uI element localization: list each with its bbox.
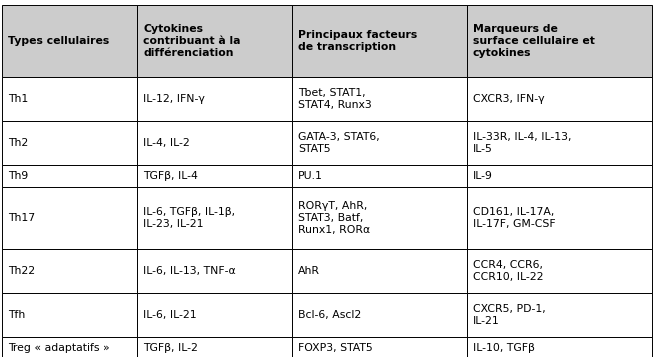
Bar xyxy=(292,337,467,357)
Bar xyxy=(2,121,137,165)
Text: Tfh: Tfh xyxy=(8,310,25,320)
Text: RORγT, AhR,
STAT3, Batf,
Runx1, RORα: RORγT, AhR, STAT3, Batf, Runx1, RORα xyxy=(298,201,370,235)
Bar xyxy=(137,165,292,187)
Bar xyxy=(292,121,467,165)
Bar xyxy=(467,293,652,337)
Bar xyxy=(137,293,292,337)
Bar xyxy=(137,337,292,357)
Text: TGFβ, IL-2: TGFβ, IL-2 xyxy=(143,343,198,353)
Text: IL-33R, IL-4, IL-13,
IL-5: IL-33R, IL-4, IL-13, IL-5 xyxy=(473,132,571,154)
Bar xyxy=(137,249,292,293)
Text: IL-6, IL-21: IL-6, IL-21 xyxy=(143,310,197,320)
Bar xyxy=(292,249,467,293)
Text: Bcl-6, Ascl2: Bcl-6, Ascl2 xyxy=(298,310,361,320)
Text: Th2: Th2 xyxy=(8,138,28,148)
Text: CCR4, CCR6,
CCR10, IL-22: CCR4, CCR6, CCR10, IL-22 xyxy=(473,260,544,282)
Text: IL-9: IL-9 xyxy=(473,171,493,181)
Bar xyxy=(292,187,467,249)
Text: IL-6, IL-13, TNF-α: IL-6, IL-13, TNF-α xyxy=(143,266,236,276)
Text: CD161, IL-17A,
IL-17F, GM-CSF: CD161, IL-17A, IL-17F, GM-CSF xyxy=(473,207,556,229)
Bar xyxy=(292,77,467,121)
Bar xyxy=(292,165,467,187)
Bar xyxy=(467,77,652,121)
Bar xyxy=(2,337,137,357)
Text: Principaux facteurs
de transcription: Principaux facteurs de transcription xyxy=(298,30,417,52)
Text: CXCR5, PD-1,
IL-21: CXCR5, PD-1, IL-21 xyxy=(473,304,546,326)
Bar xyxy=(292,5,467,77)
Text: Th17: Th17 xyxy=(8,213,35,223)
Bar xyxy=(467,337,652,357)
Text: GATA-3, STAT6,
STAT5: GATA-3, STAT6, STAT5 xyxy=(298,132,380,154)
Bar xyxy=(467,249,652,293)
Bar xyxy=(2,5,137,77)
Text: TGFβ, IL-4: TGFβ, IL-4 xyxy=(143,171,198,181)
Bar xyxy=(137,5,292,77)
Bar xyxy=(137,77,292,121)
Text: IL-6, TGFβ, IL-1β,
IL-23, IL-21: IL-6, TGFβ, IL-1β, IL-23, IL-21 xyxy=(143,207,235,229)
Text: PU.1: PU.1 xyxy=(298,171,323,181)
Text: IL-10, TGFβ: IL-10, TGFβ xyxy=(473,343,535,353)
Text: AhR: AhR xyxy=(298,266,320,276)
Text: FOXP3, STAT5: FOXP3, STAT5 xyxy=(298,343,373,353)
Bar xyxy=(137,121,292,165)
Text: Th1: Th1 xyxy=(8,94,28,104)
Text: Th9: Th9 xyxy=(8,171,28,181)
Bar xyxy=(467,187,652,249)
Bar xyxy=(467,165,652,187)
Text: Types cellulaires: Types cellulaires xyxy=(8,36,110,46)
Text: Treg « adaptatifs »: Treg « adaptatifs » xyxy=(8,343,110,353)
Bar xyxy=(2,249,137,293)
Bar xyxy=(467,5,652,77)
Bar xyxy=(292,293,467,337)
Bar xyxy=(2,165,137,187)
Text: IL-4, IL-2: IL-4, IL-2 xyxy=(143,138,190,148)
Text: Th22: Th22 xyxy=(8,266,35,276)
Text: Tbet, STAT1,
STAT4, Runx3: Tbet, STAT1, STAT4, Runx3 xyxy=(298,88,372,110)
Text: CXCR3, IFN-γ: CXCR3, IFN-γ xyxy=(473,94,544,104)
Bar xyxy=(467,121,652,165)
Bar xyxy=(2,187,137,249)
Bar xyxy=(2,77,137,121)
Text: IL-12, IFN-γ: IL-12, IFN-γ xyxy=(143,94,205,104)
Text: Cytokines
contribuant à la
différenciation: Cytokines contribuant à la différenciati… xyxy=(143,24,241,59)
Bar xyxy=(137,187,292,249)
Bar xyxy=(2,293,137,337)
Text: Marqueurs de
surface cellulaire et
cytokines: Marqueurs de surface cellulaire et cytok… xyxy=(473,24,595,59)
